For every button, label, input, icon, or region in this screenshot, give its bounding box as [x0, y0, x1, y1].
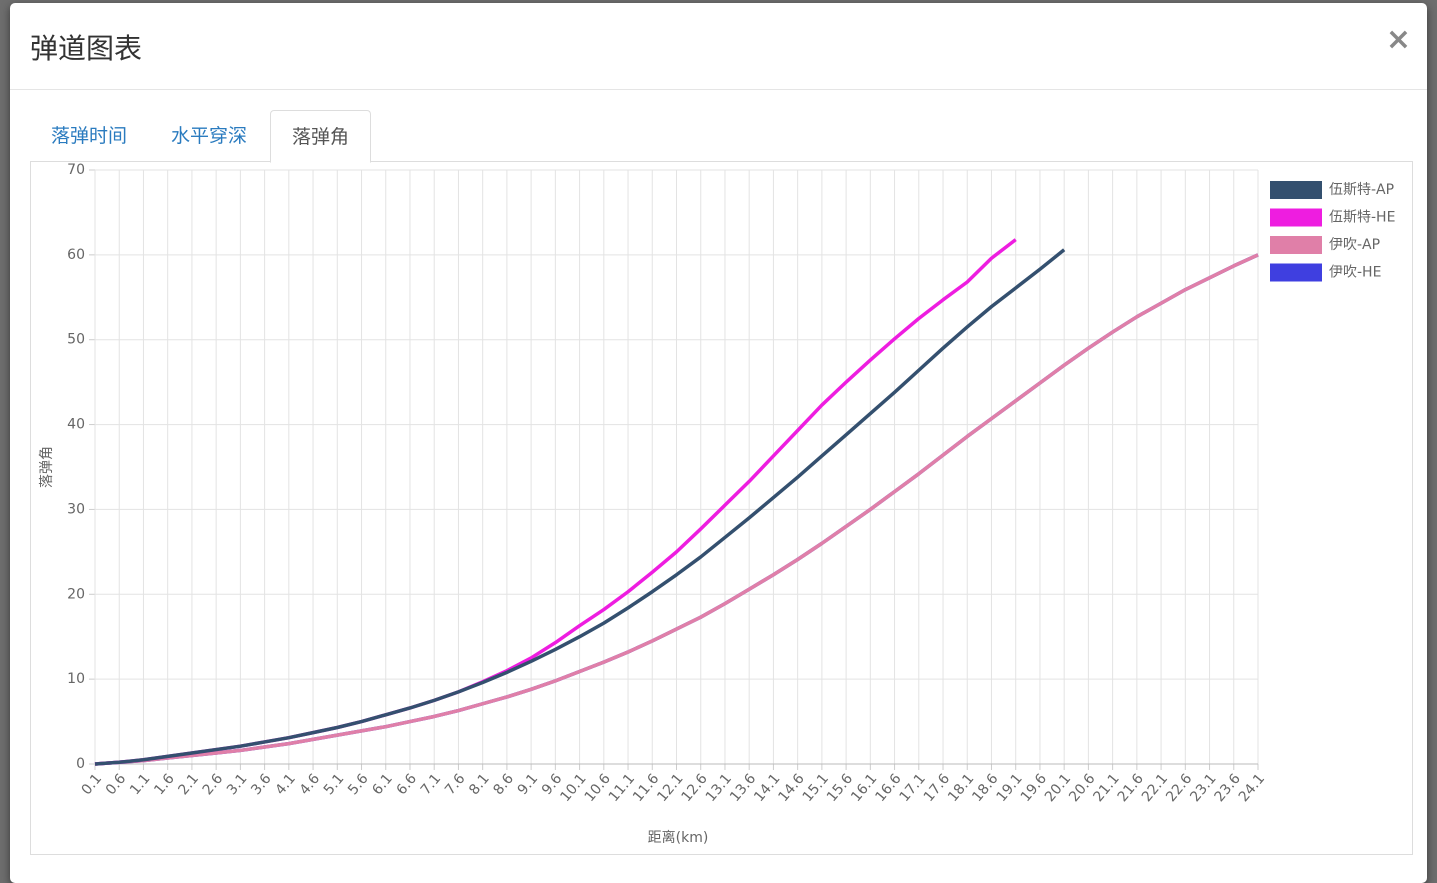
- tab-active[interactable]: 落弹角: [270, 110, 372, 163]
- x-tick-label: 10.6: [582, 771, 614, 805]
- x-tick-label: 17.6: [921, 771, 953, 805]
- x-tick-label: 19.1: [994, 771, 1026, 805]
- x-tick-label: 4.1: [272, 771, 299, 798]
- x-tick-label: 15.1: [800, 771, 832, 805]
- y-tick-label: 30: [67, 501, 85, 517]
- legend-swatch: [1270, 263, 1322, 282]
- x-tick-label: 16.1: [848, 771, 880, 805]
- tab-bar: 落弹时间 水平穿深 落弹角: [30, 110, 1412, 163]
- x-tick-label: 7.6: [442, 771, 469, 798]
- y-tick-label: 50: [67, 332, 85, 348]
- legend-label: 伊吹-AP: [1329, 237, 1380, 253]
- x-tick-label: 0.6: [103, 771, 130, 798]
- x-tick-label: 7.1: [418, 771, 445, 798]
- x-tick-label: 23.6: [1212, 771, 1244, 805]
- x-tick-label: 20.6: [1066, 771, 1098, 805]
- x-tick-label: 16.6: [872, 771, 904, 805]
- x-tick-label: 12.1: [654, 771, 686, 805]
- x-tick-label: 5.1: [321, 771, 348, 798]
- series-line: [94, 248, 1066, 766]
- x-tick-label: 23.1: [1187, 771, 1219, 805]
- modal-title: 弹道图表: [30, 32, 143, 65]
- x-tick-label: 14.1: [751, 771, 783, 805]
- chart-panel: [30, 161, 1413, 855]
- x-tick-label: 5.6: [345, 771, 372, 798]
- x-tick-label: 19.6: [1018, 771, 1050, 805]
- x-tick-label: 14.6: [775, 771, 807, 805]
- x-tick-label: 13.1: [703, 771, 735, 805]
- x-tick-label: 22.6: [1163, 771, 1195, 805]
- y-tick-label: 0: [76, 756, 85, 772]
- x-tick-label: 21.1: [1090, 771, 1122, 805]
- modal-header: 弹道图表 ×: [10, 3, 1427, 90]
- x-tick-label: 1.1: [127, 771, 154, 798]
- x-tick-label: 17.1: [897, 771, 929, 805]
- series-line: [94, 253, 1259, 766]
- x-tick-label: 12.6: [679, 771, 711, 805]
- y-tick-label: 70: [67, 162, 85, 178]
- x-tick-label: 6.1: [369, 771, 396, 798]
- y-tick-label: 20: [67, 586, 85, 602]
- legend-swatch: [1270, 236, 1322, 254]
- x-tick-label: 3.6: [248, 771, 275, 798]
- x-tick-label: 3.1: [224, 771, 251, 798]
- legend-label: 伊吹-HE: [1329, 265, 1381, 281]
- y-tick-label: 60: [67, 247, 85, 263]
- x-tick-label: 10.1: [557, 771, 589, 805]
- tab[interactable]: 落弹时间: [51, 125, 128, 147]
- legend-swatch: [1270, 181, 1322, 199]
- x-tick-label: 13.6: [727, 771, 759, 805]
- legend-swatch: [1270, 208, 1322, 227]
- x-tick-label: 18.1: [945, 771, 977, 805]
- x-tick-label: 6.6: [394, 771, 421, 798]
- y-axis-label: 落弹角: [39, 446, 55, 488]
- x-tick-label: 8.1: [466, 771, 493, 798]
- x-tick-label: 22.1: [1139, 771, 1171, 805]
- x-tick-label: 8.6: [490, 771, 517, 798]
- x-tick-label: 2.1: [175, 771, 202, 798]
- x-tick-label: 11.6: [630, 771, 662, 805]
- x-tick-label: 2.6: [200, 771, 227, 798]
- x-tick-label: 11.1: [606, 771, 638, 805]
- modal: 弹道图表 × 落弹时间 水平穿深 落弹角: [10, 3, 1427, 883]
- x-axis-label: 距离(km): [648, 829, 709, 846]
- x-tick-label: 24.1: [1236, 771, 1268, 805]
- legend-label: 伍斯特-AP: [1329, 182, 1394, 198]
- x-tick-label: 4.6: [297, 771, 324, 798]
- x-tick-label: 18.6: [969, 771, 1001, 805]
- x-tick-label: 21.6: [1115, 771, 1147, 805]
- close-button[interactable]: ×: [1385, 22, 1411, 57]
- x-tick-label: 20.1: [1042, 771, 1074, 805]
- y-tick-label: 10: [67, 671, 85, 687]
- x-tick-label: 9.1: [515, 771, 542, 798]
- x-tick-label: 1.6: [151, 771, 178, 798]
- y-tick-label: 40: [67, 417, 85, 433]
- x-tick-label: 15.6: [824, 771, 856, 805]
- tab[interactable]: 水平穿深: [171, 125, 248, 147]
- x-tick-label: 0.1: [79, 771, 106, 798]
- legend-label: 伍斯特-HE: [1329, 210, 1395, 226]
